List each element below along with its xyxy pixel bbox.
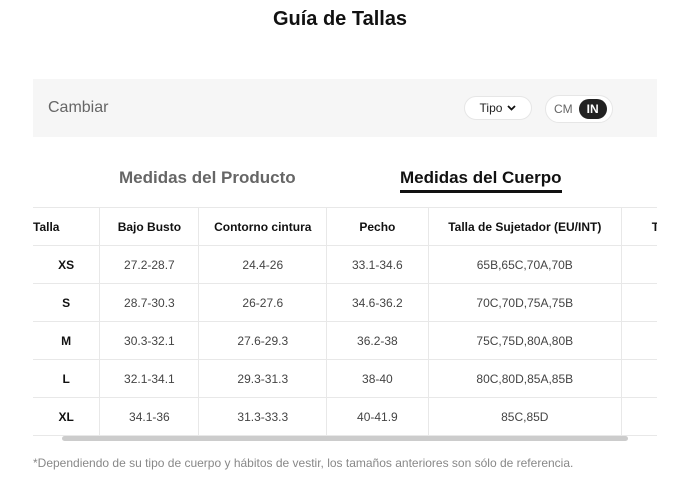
table-cell: 34.6-36.2 (326, 283, 429, 322)
table-cell: 28.7-30.3 (99, 283, 200, 322)
table-row: XS 27.2-28.7 24.4-26 33.1-34.6 65B,65C,70A,7… (33, 245, 657, 284)
size-cell: XS (33, 245, 101, 284)
chevron-down-icon (507, 105, 517, 111)
column-header: Talla de Sujetador (EU/INT) (427, 207, 622, 246)
unit-bar: Cambiar Tipo CM IN (33, 79, 657, 137)
tab-product-measurements[interactable]: Medidas del Producto (119, 168, 296, 187)
size-cell: M (33, 321, 101, 360)
table-cell: 38C,38D (620, 397, 657, 436)
column-header: Bajo Busto (99, 207, 200, 246)
table-cell: 65B,65C,70A,70B (427, 245, 622, 284)
unit-toggle[interactable]: CM IN (545, 95, 613, 123)
table-cell: 34.1-36 (99, 397, 200, 436)
table-cell: 30.3-32.1 (99, 321, 200, 360)
column-header: Contorno cintura (198, 207, 328, 246)
table-cell: 32.1-34.1 (99, 359, 200, 398)
type-dropdown[interactable]: Tipo (464, 96, 532, 120)
size-table-container: Talla Bajo Busto Contorno cintura Pecho Tall… (33, 207, 657, 447)
unit-cm[interactable]: CM (554, 102, 573, 116)
table-row: M 30.3-32.1 27.6-29.3 36.2-38 75C,75D,80A,80… (33, 321, 657, 360)
footnote: *Dependiendo de su tipo de cuerpo y hábi… (33, 456, 574, 470)
table-cell: 27.2-28.7 (99, 245, 200, 284)
table-cell: 85C,85D (427, 397, 622, 436)
table-cell: 33.1-34.6 (326, 245, 429, 284)
column-header: Pecho (326, 207, 429, 246)
change-label: Cambiar (48, 99, 109, 116)
type-label: Tipo (479, 101, 503, 115)
horizontal-scrollbar[interactable] (62, 436, 628, 441)
table-cell: 75C,75D,80A,80B (427, 321, 622, 360)
table-cell: 40-41.9 (326, 397, 429, 436)
table-cell: 80C,80D,85A,85B (427, 359, 622, 398)
table-cell: 70C,70D,75A,75B (427, 283, 622, 322)
table-header: Talla Bajo Busto Contorno cintura Pecho Tall… (33, 207, 657, 246)
tab-body-measurements[interactable]: Medidas del Cuerpo (400, 168, 562, 193)
page-title: Guía de Tallas (272, 8, 408, 30)
table-cell: 36C,36D,38A,38B (620, 359, 657, 398)
size-table: Talla Bajo Busto Contorno cintura Pecho Tall… (33, 207, 657, 436)
table-cell: 34C,34D,36A,36B (620, 321, 657, 360)
table-cell: 32C,32D,34A,34B (620, 283, 657, 322)
size-cell: XL (33, 397, 101, 436)
table-cell: 29.3-31.3 (198, 359, 328, 398)
unit-in[interactable]: IN (578, 99, 607, 119)
table-cell: 36.2-38 (326, 321, 429, 360)
size-cell: L (33, 359, 101, 398)
table-cell: 24.4-26 (198, 245, 328, 284)
table-cell: 31.3-33.3 (198, 397, 328, 436)
table-cell: 38-40 (326, 359, 429, 398)
table-row: S 28.7-30.3 26-27.6 34.6-36.2 70C,70D,75A,75… (33, 283, 657, 322)
table-cell: 30B,30CB,32A,32B (620, 245, 657, 284)
size-cell: S (33, 283, 101, 322)
table-cell: 26-27.6 (198, 283, 328, 322)
table-row: L32.1-34.129.3-31.338-4080C,80D,85A,85B3… (33, 359, 657, 398)
table-cell: 27.6-29.3 (198, 321, 328, 360)
column-header: Talla de Sujetador (US) (620, 207, 657, 246)
column-header: Talla (33, 207, 101, 246)
